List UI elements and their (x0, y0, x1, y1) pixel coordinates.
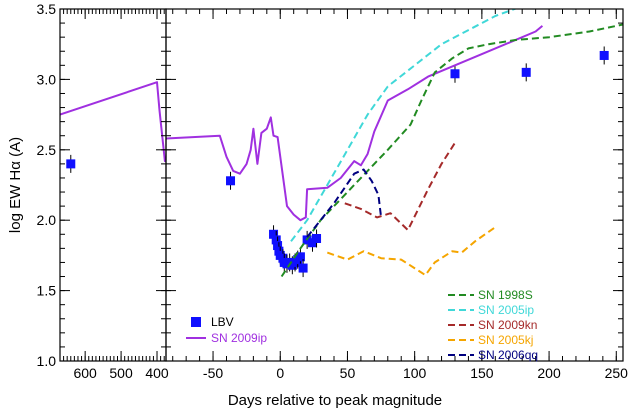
legend-label: SN 1998S (478, 288, 533, 302)
legend-label: SN 2005kj (478, 333, 533, 347)
point-lbv-18 (312, 234, 322, 244)
point-lbv-21 (599, 50, 609, 60)
series-line-sn-2009kn-right (344, 142, 456, 232)
x-axis-title: Days relative to peak magnitude (228, 392, 442, 409)
legend-label: LBV (211, 315, 234, 329)
point-lbv-2 (269, 229, 279, 239)
point-lbv-3 (271, 235, 281, 245)
point-lbv-19 (450, 69, 460, 79)
point-lbv-1 (226, 176, 236, 186)
x-tick-label-right: -50 (203, 365, 223, 381)
series-line-sn-2009ip-left (60, 81, 166, 163)
y-axis-title: log EW Hα (A) (7, 137, 24, 233)
y-tick-label: 3.5 (37, 1, 57, 17)
left-panel-frame (59, 8, 167, 362)
x-tick-label-right: 100 (403, 365, 427, 381)
series-line-sn-2006qq-right (306, 168, 383, 238)
right-panel-frame (165, 8, 624, 362)
series-line-sn-2009ip-right (166, 25, 544, 222)
point-lbv-0 (66, 159, 76, 169)
point-lbv-14 (295, 252, 305, 262)
y-tick-label: 1.0 (37, 353, 57, 369)
x-tick-label-right: 150 (470, 365, 494, 381)
point-lbv-4 (273, 241, 283, 251)
legend-label: SN 2006qq (478, 348, 538, 362)
legend-label: SN 2009kn (478, 318, 537, 332)
axes: 1.0 1.5 2.0 2.5 3.0 3.5 600 500 400 -50 0 50 100 150 2… (37, 1, 629, 381)
legend-label: SN 2005ip (478, 303, 534, 317)
y-tick-label: 3.0 (37, 71, 57, 87)
x-tick-label-left: 400 (145, 365, 169, 381)
point-lbv-20 (521, 67, 531, 77)
x-tick-label-left: 500 (109, 365, 133, 381)
series-line-sn-1998s-right (280, 23, 623, 278)
legend-label: SN 2009ip (211, 331, 267, 345)
y-tick-label: 2.0 (37, 212, 57, 228)
left-panel-plot-area (60, 81, 166, 173)
y-tick-label: 2.5 (37, 142, 57, 158)
x-tick-label-right: 50 (340, 365, 356, 381)
x-tick-label-left: 600 (73, 365, 97, 381)
legend-marker-lbv (191, 317, 201, 327)
right-panel-plot-area (166, 9, 623, 278)
series-line-sn-2005ip-right (290, 9, 518, 242)
point-lbv-15 (298, 263, 308, 273)
series-line-sn-2005kj-right (326, 226, 496, 277)
x-tick-label-right: 250 (605, 365, 629, 381)
y-tick-label: 1.5 (37, 283, 57, 299)
x-tick-label-right: 200 (537, 365, 561, 381)
x-tick-label-right: 0 (276, 365, 284, 381)
